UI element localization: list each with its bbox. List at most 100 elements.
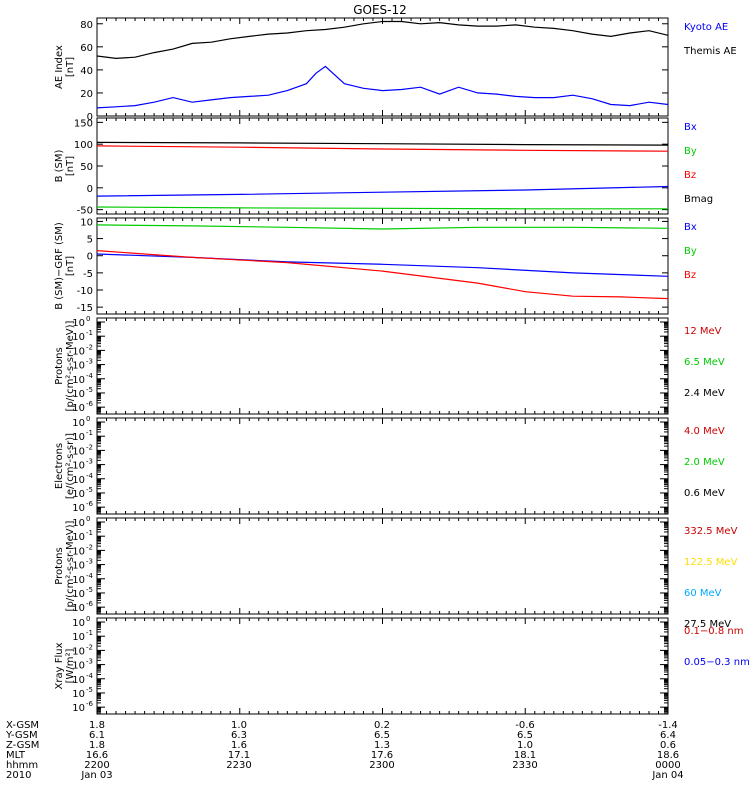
y-tick-label: 10 (72, 346, 85, 357)
y-tick-exponent: -4 (86, 472, 94, 480)
y-axis-label: Electrons (54, 443, 65, 489)
y-tick-label: 10 (72, 532, 85, 543)
y-tick-exponent: -5 (86, 686, 93, 694)
orbit-footer: X-GSM 1.8 1.0 0.2 -0.6 -1.4 Y-GSM 6.1 6.3 6.5 6.5 6… (5, 720, 684, 781)
footer-value: 6.5 (517, 730, 533, 741)
footer-value: 17.1 (228, 750, 250, 761)
y-tick-exponent: -4 (86, 572, 94, 580)
y-tick-exponent: 0 (86, 415, 90, 423)
legend-entry: 0.6 MeV (684, 488, 725, 499)
y-tick-label: 10 (72, 603, 85, 614)
series-line-by (96, 206, 668, 210)
y-tick-exponent: -1 (86, 529, 93, 537)
footer-row-label: MLT (6, 750, 26, 761)
y-tick-label: 10 (72, 489, 85, 500)
legend-entry: 60 MeV (684, 588, 722, 599)
y-tick-label: 10 (72, 503, 85, 514)
y-tick-exponent: -1 (86, 329, 93, 337)
y-tick-exponent: -6 (86, 500, 94, 508)
footer-value: -0.6 (515, 720, 535, 731)
footer-value: 6.3 (231, 730, 247, 741)
y-tick-label: 10 (72, 575, 85, 586)
footer-row-label: X-GSM (6, 720, 39, 731)
y-tick-exponent: -3 (86, 658, 93, 666)
y-axis-label: Protons (54, 347, 65, 384)
y-tick-label: 40 (80, 66, 93, 77)
y-tick-label: 10 (72, 675, 85, 686)
y-tick-label: 10 (72, 403, 85, 414)
footer-row-label: Y-GSM (5, 730, 38, 741)
series-line-bx (96, 253, 669, 277)
footer-value: 2330 (512, 760, 537, 771)
legend-entry: Themis AE (683, 46, 737, 57)
legend-entry: 4.0 MeV (684, 426, 725, 437)
footer-row-label: 2010 (6, 770, 31, 781)
panel-frame (96, 317, 669, 415)
y-tick-exponent: -2 (86, 443, 93, 451)
y-tick-label: -15 (77, 303, 93, 314)
footer-value: 2200 (84, 760, 109, 771)
y-tick-label: -5 (83, 269, 93, 280)
y-tick-exponent: -4 (86, 372, 94, 380)
legend-entry: 6.5 MeV (684, 357, 725, 368)
y-tick-label: 10 (72, 646, 85, 657)
y-tick-exponent: -6 (86, 700, 94, 708)
y-tick-label: -10 (77, 286, 93, 297)
y-tick-label: 10 (80, 217, 93, 228)
panel-frame (96, 217, 669, 315)
footer-value: 1.6 (231, 740, 247, 751)
y-tick-label: 0 (87, 252, 93, 263)
y-tick-exponent: 0 (86, 515, 90, 523)
footer-value: 0000 (655, 760, 680, 771)
panel-1: AE Index [nT] 0 20 40 60 80 Kyoto AE Themis AE (54, 17, 737, 123)
y-tick-exponent: -1 (86, 629, 93, 637)
y-tick-exponent: -3 (86, 358, 93, 366)
y-axis-label: AE Index (54, 45, 65, 89)
y-axis-label: [p/(cm²-s-sr-MeV)] (65, 520, 76, 611)
footer-value: 6.1 (89, 730, 105, 741)
y-tick-label: 10 (72, 432, 85, 443)
y-axis-label: Protons (54, 547, 65, 584)
y-tick-label: 10 (72, 703, 85, 714)
y-tick-label: 100 (74, 140, 93, 151)
legend-entry: 332.5 MeV (684, 526, 738, 537)
footer-value: 6.5 (374, 730, 390, 741)
legend-entry: 2.0 MeV (684, 457, 725, 468)
footer-value: 6.4 (660, 730, 676, 741)
y-tick-label: 10 (72, 661, 85, 672)
y-tick-label: 10 (72, 318, 85, 329)
legend-entry: Kyoto AE (684, 22, 728, 33)
y-axis-label: [nT] (65, 57, 76, 77)
y-tick-label: 10 (72, 618, 85, 629)
footer-value: 18.6 (657, 750, 679, 761)
y-tick-exponent: -1 (86, 429, 93, 437)
y-tick-label: 10 (72, 475, 85, 486)
y-tick-exponent: -2 (86, 543, 93, 551)
y-tick-label: 10 (72, 332, 85, 343)
panel-2: B (SM) [nT] -50 0 50 100 150 Bx By Bz Bmag (54, 117, 713, 217)
panel-frame (96, 517, 669, 615)
y-tick-label: 10 (72, 389, 85, 400)
y-axis-label: B (SM)−GRF (SM) (54, 222, 65, 310)
legend-entry: Bx (684, 122, 697, 133)
legend-entry: By (684, 246, 697, 257)
series-line-bmag (96, 141, 669, 146)
y-axis-label: [nT] (65, 256, 76, 276)
footer-value: 2230 (226, 760, 251, 771)
footer-value: 0.2 (374, 720, 390, 731)
footer-value: 2300 (369, 760, 394, 771)
series-line-by (96, 224, 669, 230)
panel-frame (96, 417, 669, 515)
y-tick-label: 50 (80, 162, 93, 173)
y-axis-label: Xray Flux (54, 642, 65, 689)
footer-value: -1.4 (658, 720, 678, 731)
y-tick-label: 10 (72, 561, 85, 572)
series-line-bz (96, 250, 669, 300)
y-tick-label: 60 (80, 43, 93, 54)
footer-value: 1.8 (89, 720, 105, 731)
y-tick-label: 10 (72, 461, 85, 472)
